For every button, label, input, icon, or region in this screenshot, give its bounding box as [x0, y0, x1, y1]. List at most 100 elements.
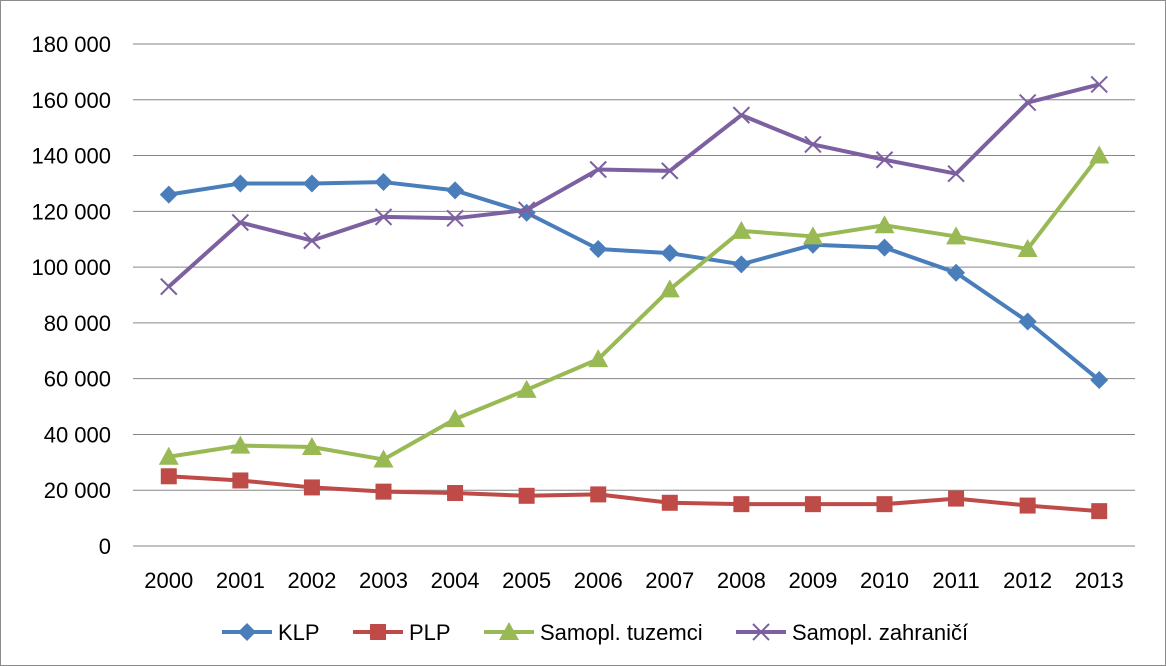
point-marker — [446, 209, 464, 228]
marker-stroke — [1018, 93, 1037, 112]
marker-stroke — [303, 231, 321, 250]
point-marker — [1089, 145, 1110, 164]
point-marker — [375, 483, 392, 500]
point-marker — [875, 151, 894, 169]
y-tick-label: 20 000 — [44, 478, 111, 503]
y-tick-label: 180 000 — [31, 32, 111, 57]
legend-item: KLP — [222, 620, 320, 645]
point-marker — [232, 472, 249, 489]
point-marker — [370, 624, 386, 640]
point-marker — [802, 226, 823, 245]
point-marker — [446, 181, 465, 200]
legend-label: Samopl. tuzemci — [540, 620, 703, 645]
gridlines — [133, 43, 1135, 491]
point-marker — [1017, 238, 1038, 257]
point-marker — [804, 496, 821, 513]
legend-item: PLP — [353, 620, 451, 645]
y-tick-label: 140 000 — [31, 144, 111, 169]
point-marker — [1019, 497, 1036, 514]
point-marker — [301, 436, 322, 455]
x-tick-label: 2004 — [431, 568, 480, 593]
point-marker — [1090, 371, 1109, 390]
point-marker — [516, 379, 537, 398]
point-marker — [518, 487, 535, 504]
point-marker — [445, 409, 466, 428]
y-tick-label: 60 000 — [44, 367, 111, 392]
x-tick-label: 2000 — [144, 568, 193, 593]
point-marker — [303, 231, 321, 250]
legend: KLP PLP Samopl. tuzemci Samopl. zahraničí — [222, 620, 968, 645]
x-tick-label: 2010 — [860, 568, 909, 593]
series-samopl-zahrani- — [160, 75, 1108, 296]
marker-stroke — [589, 160, 607, 179]
marker-stroke — [804, 135, 822, 154]
series-samopl-tuzemci — [158, 145, 1110, 468]
point-marker — [238, 623, 256, 641]
point-marker — [231, 213, 250, 232]
legend-item: Samopl. tuzemci — [484, 620, 703, 645]
y-tick-label: 120 000 — [31, 199, 111, 224]
point-marker — [732, 106, 751, 124]
point-marker — [160, 468, 177, 485]
marker-stroke — [661, 162, 679, 180]
series-line — [168, 180, 1101, 382]
y-tick-label: 160 000 — [31, 88, 111, 113]
y-tick-label: 80 000 — [44, 311, 111, 336]
point-marker — [659, 279, 680, 298]
series-line — [168, 474, 1100, 514]
point-marker — [302, 174, 321, 193]
point-marker — [303, 479, 320, 496]
point-marker — [947, 164, 965, 183]
point-marker — [804, 135, 822, 154]
point-marker — [1018, 93, 1037, 112]
marker-stroke — [517, 201, 536, 219]
point-marker — [374, 208, 393, 226]
series-klp — [159, 173, 1109, 390]
point-marker — [374, 173, 393, 192]
marker-stroke — [231, 213, 250, 232]
point-marker — [660, 244, 679, 263]
point-marker — [732, 255, 751, 274]
marker-stroke — [160, 277, 178, 296]
x-tick-label: 2001 — [216, 568, 265, 593]
point-marker — [517, 201, 536, 219]
marker-stroke — [947, 164, 965, 183]
point-marker — [946, 226, 967, 245]
point-marker — [948, 490, 965, 507]
series-line — [167, 82, 1100, 289]
legend-item: Samopl. zahraničí — [736, 620, 968, 645]
x-tick-label: 2003 — [359, 568, 408, 593]
x-tick-label: 2011 — [932, 568, 979, 593]
y-tick-label: 100 000 — [31, 255, 111, 280]
point-marker — [731, 220, 752, 239]
point-marker — [876, 496, 893, 513]
point-marker — [752, 623, 770, 641]
series-line — [168, 154, 1101, 462]
point-marker — [733, 496, 750, 513]
y-tick-label: 40 000 — [44, 422, 111, 447]
point-marker — [158, 446, 179, 465]
x-tick-label: 2013 — [1075, 568, 1124, 593]
x-tick-label: 2008 — [717, 568, 766, 593]
point-marker — [874, 215, 895, 234]
point-marker — [499, 622, 519, 640]
legend-label: Samopl. zahraničí — [792, 620, 968, 645]
point-marker — [1090, 75, 1108, 94]
point-marker — [373, 449, 394, 468]
point-marker — [947, 263, 966, 282]
axes: 0 20 000 40 000 60 000 80 000 100 000 120 000 1… — [31, 32, 1135, 593]
legend-label: PLP — [409, 620, 451, 645]
point-marker — [231, 174, 250, 193]
point-marker — [159, 185, 178, 204]
point-marker — [588, 349, 609, 368]
marker-stroke — [374, 208, 393, 226]
x-tick-label: 2005 — [502, 568, 551, 593]
series-plp — [160, 468, 1108, 520]
point-marker — [590, 486, 607, 503]
point-marker — [1091, 503, 1108, 520]
legend-label: KLP — [278, 620, 320, 645]
point-marker — [447, 485, 464, 502]
x-tick-label: 2002 — [287, 568, 336, 593]
point-marker — [661, 494, 678, 511]
